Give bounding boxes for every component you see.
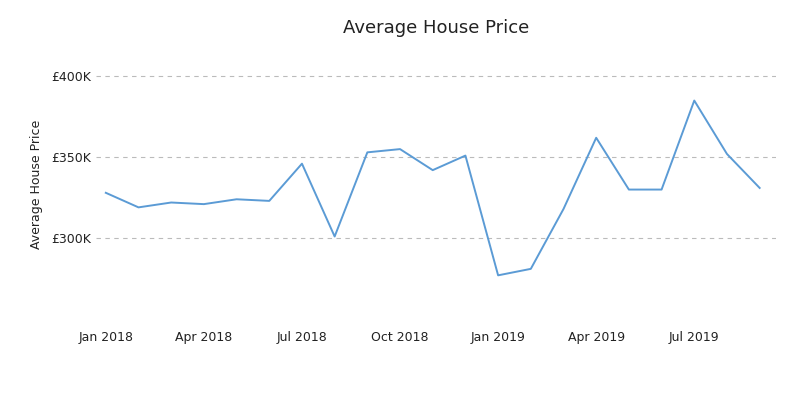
Y-axis label: Average House Price: Average House Price — [30, 120, 43, 249]
Title: Average House Price: Average House Price — [343, 19, 529, 37]
